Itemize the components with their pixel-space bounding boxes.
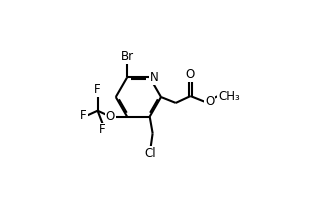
Text: Br: Br bbox=[120, 50, 134, 63]
Text: O: O bbox=[106, 110, 115, 123]
Text: O: O bbox=[205, 95, 214, 109]
Text: N: N bbox=[150, 71, 158, 84]
Text: F: F bbox=[80, 109, 87, 122]
Text: CH₃: CH₃ bbox=[218, 89, 240, 103]
Text: O: O bbox=[186, 68, 195, 81]
Text: F: F bbox=[94, 83, 101, 96]
Text: F: F bbox=[99, 124, 106, 136]
Text: Cl: Cl bbox=[145, 147, 156, 160]
